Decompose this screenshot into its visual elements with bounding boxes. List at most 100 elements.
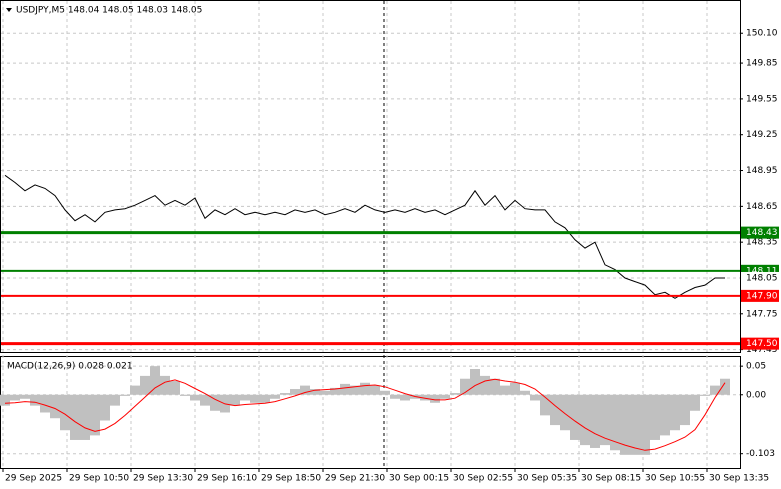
macd-title: MACD(12,26,9) 0.028 0.021 (7, 362, 133, 372)
macd-bar (210, 394, 220, 411)
macd-bar (530, 394, 540, 401)
macd-bar (340, 383, 350, 395)
level-label-box (741, 289, 779, 302)
macd-bar (160, 375, 170, 395)
macd-bar (400, 394, 410, 401)
menu-arrow (6, 8, 12, 12)
macd-bar (110, 394, 120, 406)
macd-bar (120, 394, 130, 396)
macd-bar (670, 394, 680, 431)
macd-bar (320, 390, 330, 395)
macd-bar (550, 394, 560, 426)
macd-bar (490, 378, 500, 395)
macd-bar (720, 378, 730, 395)
x-tick-label: 29 Sep 18:50 (261, 474, 321, 484)
level-label: 148.11 (746, 266, 778, 276)
macd-bar (240, 394, 250, 401)
macd-bar (640, 394, 650, 455)
macd-bar (270, 394, 280, 399)
macd-bar (450, 393, 460, 395)
y-tick-label: 0.00 (746, 390, 766, 400)
macd-bar (680, 394, 690, 426)
x-tick-label: 30 Sep 08:15 (581, 474, 641, 484)
level-label: 148.43 (746, 228, 778, 238)
price-label-box (741, 271, 779, 284)
price-label: 148.05 (746, 273, 778, 283)
macd-bar (690, 394, 700, 411)
macd-bar (100, 394, 110, 421)
macd-bar (150, 366, 160, 395)
macd-bar (310, 389, 320, 395)
macd-bar (50, 394, 60, 419)
macd-bar (250, 394, 260, 403)
macd-bar (190, 394, 200, 401)
macd-bar (460, 378, 470, 395)
macd-bar (10, 394, 20, 401)
x-tick-label: 29 Sep 13:30 (133, 474, 193, 484)
macd-bar (440, 394, 450, 399)
y-tick-label: 147.45 (746, 345, 778, 355)
macd-bar (140, 375, 150, 395)
y-tick-label: 149.25 (746, 130, 778, 140)
macd-bar (420, 394, 430, 401)
macd-bar (480, 375, 490, 395)
macd-bar (0, 394, 10, 406)
macd-bar (380, 390, 390, 395)
signal-line (4, 378, 726, 451)
macd-bar (130, 385, 140, 395)
level-label: 147.90 (746, 291, 778, 301)
macd-bar (710, 385, 720, 395)
macd-bar (30, 394, 40, 406)
macd-bar (610, 394, 620, 451)
y-tick-label: 148.65 (746, 202, 778, 212)
y-tick-label: 148.35 (746, 238, 778, 248)
macd-bar (560, 394, 570, 431)
macd-bar (620, 394, 630, 455)
macd-bar (590, 394, 600, 448)
macd-bar (60, 394, 70, 431)
macd-bar (660, 394, 670, 436)
x-tick-label: 29 Sep 2025 (5, 474, 62, 484)
level-label: 147.50 (746, 339, 778, 349)
macd-bar (200, 394, 210, 406)
x-tick-label: 29 Sep 16:10 (197, 474, 257, 484)
macd-bar (170, 381, 180, 395)
macd-bar (570, 394, 580, 440)
x-tick-label: 30 Sep 10:55 (645, 474, 705, 484)
macd-bar (260, 394, 270, 403)
macd-bar (360, 382, 370, 395)
macd-bar (600, 394, 610, 446)
x-tick-label: 29 Sep 10:50 (69, 474, 129, 484)
macd-bar (330, 387, 340, 395)
x-tick-label: 29 Sep 21:30 (325, 474, 385, 484)
x-tick-label: 30 Sep 13:35 (709, 474, 769, 484)
macd-bar (40, 394, 50, 413)
price-line (4, 174, 725, 299)
macd-bar (630, 394, 640, 455)
macd-bar (510, 382, 520, 395)
level-label-box (741, 226, 779, 239)
macd-bar (390, 394, 400, 399)
x-tick-label: 30 Sep 00:15 (389, 474, 449, 484)
macd-bar (650, 394, 660, 440)
macd-bar (290, 389, 300, 395)
macd-bar (500, 385, 510, 395)
macd-bar (700, 394, 710, 396)
y-tick-label: 148.95 (746, 166, 778, 176)
price-panel (0, 0, 741, 353)
macd-bar (300, 385, 310, 395)
chart-title: USDJPY,M5 148.04 148.05 148.03 148.05 (16, 6, 202, 16)
macd-bar (20, 394, 30, 399)
y-tick-label: -0.103 (746, 449, 775, 459)
macd-bar (580, 394, 590, 446)
macd-bar (370, 385, 380, 395)
x-tick-label: 30 Sep 02:55 (453, 474, 513, 484)
macd-bar (180, 394, 190, 396)
macd-bar (70, 394, 80, 440)
level-label-box (741, 337, 779, 350)
macd-bar (430, 394, 440, 403)
macd-bar (540, 394, 550, 416)
macd-bar (520, 390, 530, 395)
